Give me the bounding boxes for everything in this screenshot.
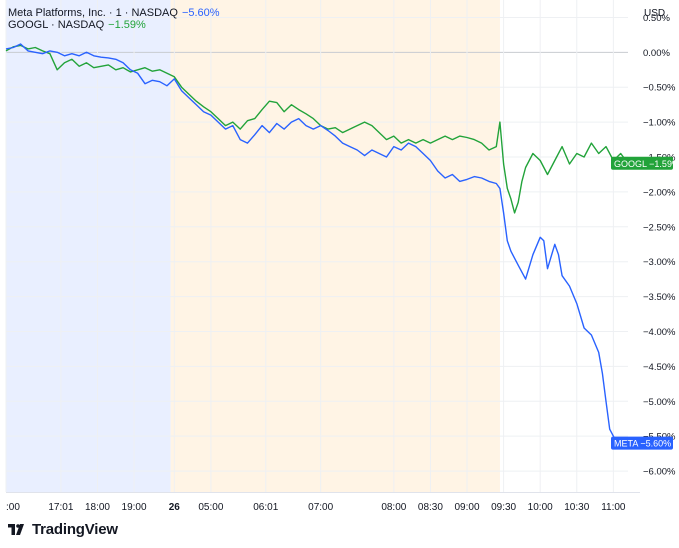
brand-name: TradingView xyxy=(32,521,118,538)
x-tick-label: 19:00 xyxy=(122,502,147,513)
y-tick-label: 0.50% xyxy=(643,13,670,24)
x-tick-label: 08:30 xyxy=(418,502,443,513)
y-tick-label: −2.00% xyxy=(643,187,676,198)
x-tick-label: 07:00 xyxy=(308,502,333,513)
badge-label-googl: GOOGL −1.59% xyxy=(614,159,679,169)
grid-lines xyxy=(5,0,628,492)
x-tick-label: 09:30 xyxy=(491,502,516,513)
legend-googl-change: −1.59% xyxy=(108,19,146,31)
legend-meta-change: −5.60% xyxy=(181,7,220,19)
legend-meta-label: Meta Platforms, Inc. · 1 · NASDAQ xyxy=(8,7,178,19)
y-axis-unit: USD xyxy=(644,8,665,19)
y-tick-label: −4.50% xyxy=(643,362,676,373)
x-tick-label: 17:01 xyxy=(48,502,73,513)
x-tick-label: 11:00 xyxy=(601,502,626,513)
badge-label-meta: META −5.60% xyxy=(614,439,671,449)
session-backgrounds xyxy=(6,0,500,492)
x-tick-label: 06:01 xyxy=(253,502,278,513)
tradingview-icon xyxy=(8,523,24,535)
x-tick-label: 09:00 xyxy=(454,502,479,513)
badge-bg-meta xyxy=(611,436,673,450)
x-tick-label: 05:00 xyxy=(198,502,223,513)
legend-googl[interactable]: GOOGL · NASDAQ −1.59% xyxy=(8,18,146,32)
x-tick-label: :00 xyxy=(6,502,20,513)
x-tick-label: 10:30 xyxy=(564,502,589,513)
y-tick-label: −3.00% xyxy=(643,257,676,268)
x-tick-label: 10:00 xyxy=(528,502,553,513)
series-line-googl xyxy=(5,44,629,214)
y-tick-label: −1.00% xyxy=(643,118,676,129)
y-tick-label: −5.00% xyxy=(643,397,676,408)
tradingview-logo[interactable]: TradingView xyxy=(8,521,118,538)
last-value-badges: META −5.60% GOOGL −1.59% xyxy=(611,156,679,450)
x-tick-label: 26 xyxy=(169,502,181,513)
y-tick-label: −3.50% xyxy=(643,292,676,303)
x-tick-label: 18:00 xyxy=(85,502,110,513)
y-tick-label: −0.50% xyxy=(643,83,676,94)
series-line-meta xyxy=(5,43,628,446)
x-tick-label: 08:00 xyxy=(381,502,406,513)
y-tick-label: −4.00% xyxy=(643,327,676,338)
y-tick-label: −2.50% xyxy=(643,222,676,233)
session-post-market xyxy=(6,0,171,492)
session-pre-market xyxy=(170,0,500,492)
badge-bg-googl xyxy=(611,156,673,170)
legend-meta[interactable]: Meta Platforms, Inc. · 1 · NASDAQ −5.60% xyxy=(8,6,220,20)
y-tick-label: 0.00% xyxy=(643,48,670,59)
legend-googl-label: GOOGL · NASDAQ xyxy=(8,19,105,31)
y-tick-label: −6.00% xyxy=(643,467,676,478)
